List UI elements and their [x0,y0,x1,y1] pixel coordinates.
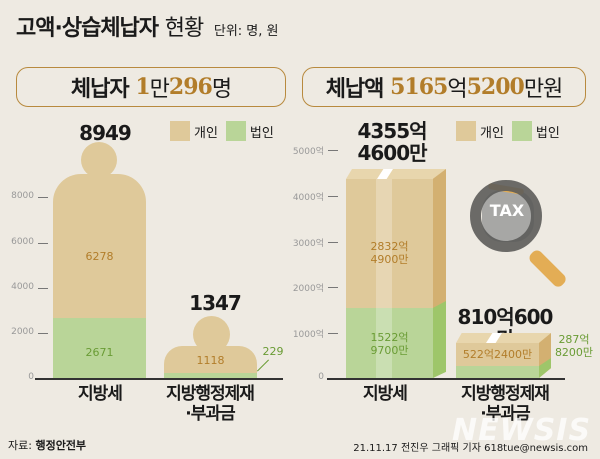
bar-individual [456,343,539,367]
title-light: 현황 [164,16,204,41]
bar-corporate [456,366,539,378]
unit-label: 단위: 명, 원 [213,24,279,39]
left-summary-pill: 체납자 1 만 296 명 [16,67,286,107]
category-label: 지방행정제재 ·부과금 [155,384,265,424]
pill-num: 5200 [466,74,525,100]
legend-corporate: 법인 [225,121,274,141]
y-tick: 4000억 [292,190,338,203]
pill-unit: 명 [211,77,232,102]
x-axis-line [35,378,283,380]
value-corporate: 229 [262,345,284,358]
value-individual: 522억2400만 [462,348,533,361]
swatch-icon [456,121,476,141]
value-corporate: 1522억 9700만 [346,331,433,357]
bar-corporate [346,308,433,378]
y-tick: 3000억 [292,236,338,249]
value-line: 9700만 [370,344,409,357]
box-side-individual [433,169,446,309]
y-tick: 0 [292,372,338,382]
x-axis-line [327,378,565,380]
pill-label: 체납액 [325,77,385,102]
bar-corporate [164,373,257,378]
legend-corporate: 법인 [511,121,560,141]
total-line: 4600만 [357,141,427,165]
value-corporate: 2671 [85,346,114,359]
bar-total: 4355억 4600만 [352,120,432,164]
legend-label: 개인 [480,125,504,141]
box-top [346,169,446,179]
legend-individual: 개인 [456,121,504,141]
person-head-icon [81,142,117,178]
legend-label: 개인 [194,125,218,141]
left-legend: 개인 법인 [170,121,282,141]
credit: 21.11.17 전진우 그래픽 기자 618tue@newsis.com [353,443,588,454]
y-tick: 1000억 [292,327,338,340]
leader-line [256,359,270,372]
box-tape-top [486,333,502,343]
value-individual: 6278 [85,250,114,263]
bar-individual [164,346,257,374]
legend-individual: 개인 [170,121,218,141]
box-top [456,333,551,343]
y-tick: 6000 [11,237,48,247]
category-label: 지방세 [78,384,123,404]
value-line: 4900만 [370,253,409,266]
total-line: 4355억 [357,119,427,143]
pill-unit: 억 [447,77,467,102]
newsis-watermark: NEWSIS [452,413,592,448]
bar-total: 8949 [79,121,132,145]
right-legend: 개인 법인 [456,121,568,141]
value-individual: 1118 [196,354,225,367]
bar-individual [346,179,433,309]
y-tick: 2000억 [292,281,338,294]
category-line: 지방행정제재 [461,384,550,404]
box-tape [376,179,392,378]
swatch-icon [225,121,246,141]
y-tick: 8000 [11,191,48,201]
pill-num: 296 [168,74,213,100]
page-title: 고액·상습체납자 현황 단위: 명, 원 [16,10,279,42]
legend-label: 법인 [535,125,560,141]
value-individual: 2832억 4900만 [346,240,433,266]
y-tick: 5000억 [292,144,338,157]
source-value: 행정안전부 [35,439,87,452]
bar-corporate [53,318,146,378]
pill-unit: 만원 [523,77,563,102]
swatch-icon [511,121,532,141]
pill-label: 체납자 [70,77,130,102]
y-tick: 0 [10,372,48,382]
value-line: 287억 [558,333,590,346]
tax-label: TAX [489,201,525,220]
box-side-corporate [433,301,446,378]
title-bold: 고액·상습체납자 [16,16,159,41]
pill-num: 1 [135,74,150,100]
category-line: ·부과금 [480,404,530,424]
pill-num: 5165 [390,74,448,100]
box-tape-top [377,169,393,179]
category-line: ·부과금 [185,404,235,424]
pill-unit: 만 [149,77,170,102]
swatch-icon [170,121,190,141]
category-line: 지방행정제재 [166,384,255,404]
source: 자료: 행정안전부 [8,437,86,453]
value-line: 1522억 [370,331,409,344]
y-tick: 2000 [11,327,48,337]
value-line: 8200만 [554,346,594,359]
tax-magnifier-icon: TAX [468,168,578,290]
magnifier-handle [527,248,569,290]
value-line: 2832억 [370,240,409,253]
right-summary-pill: 체납액 5165 억 5200 만원 [302,67,586,107]
category-label: 지방세 [363,384,408,404]
category-label: 지방행정제재 ·부과금 [450,384,560,424]
value-corporate: 287억 8200만 [554,333,594,359]
source-label: 자료: [8,439,32,452]
magnifier-ring [470,180,542,252]
bar-total: 1347 [189,291,242,315]
legend-label: 법인 [249,125,274,141]
y-tick: 4000 [11,282,48,292]
bar-individual [53,174,146,319]
